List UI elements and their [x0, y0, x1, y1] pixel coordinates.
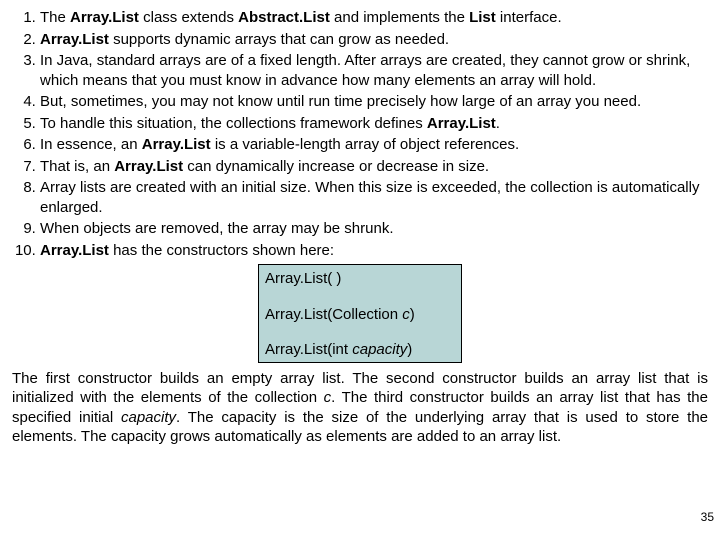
list-item: When objects are removed, the array may … — [40, 219, 708, 239]
constructor-3: Array.List(int capacity) — [265, 340, 455, 360]
constructor-3-post: ) — [407, 341, 412, 358]
constructor-1: Array.List( ) — [265, 269, 455, 289]
constructor-2: Array.List(Collection c) — [265, 305, 455, 325]
numbered-list: The Array.List class extends Abstract.Li… — [12, 8, 708, 260]
list-item: The Array.List class extends Abstract.Li… — [40, 8, 708, 28]
list-item: To handle this situation, the collection… — [40, 114, 708, 134]
list-item: In Java, standard arrays are of a fixed … — [40, 51, 708, 90]
constructor-2-post: ) — [410, 306, 415, 323]
page-number: 35 — [701, 510, 714, 526]
list-item: That is, an Array.List can dynamically i… — [40, 157, 708, 177]
description-paragraph: The first constructor builds an empty ar… — [12, 369, 708, 447]
list-item: Array.List has the constructors shown he… — [40, 241, 708, 261]
constructor-2-pre: Array.List(Collection — [265, 306, 402, 323]
list-item: Array lists are created with an initial … — [40, 178, 708, 217]
constructor-2-var: c — [402, 306, 410, 323]
list-item: But, sometimes, you may not know until r… — [40, 92, 708, 112]
list-item: In essence, an Array.List is a variable-… — [40, 135, 708, 155]
list-item: Array.List supports dynamic arrays that … — [40, 30, 708, 50]
constructor-3-pre: Array.List(int — [265, 341, 352, 358]
constructor-box: Array.List( ) Array.List(Collection c) A… — [258, 264, 462, 363]
constructor-3-var: capacity — [352, 341, 407, 358]
